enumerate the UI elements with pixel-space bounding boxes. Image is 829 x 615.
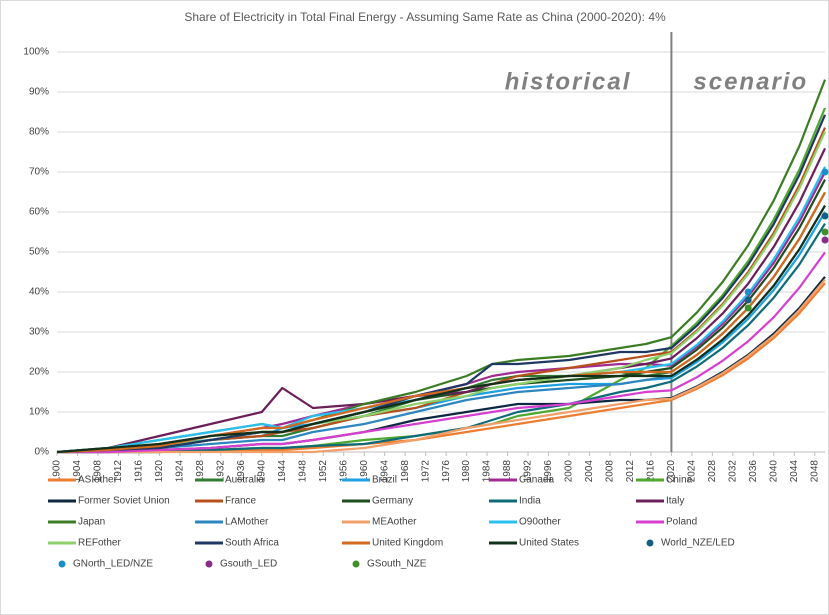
x-tick-label: 1940 bbox=[256, 460, 267, 483]
y-tick-label: 70% bbox=[29, 167, 49, 178]
series-line bbox=[57, 251, 826, 454]
scatter-point bbox=[821, 168, 829, 176]
x-tick-label: 1964 bbox=[379, 460, 390, 483]
scatter-point bbox=[744, 296, 752, 304]
legend-label: Poland bbox=[666, 517, 697, 528]
x-tick-label: 2004 bbox=[584, 460, 595, 483]
legend-label: Canada bbox=[519, 475, 554, 486]
x-tick-label: 2008 bbox=[605, 460, 616, 483]
chart-title: Share of Electricity in Total Final Ener… bbox=[184, 10, 666, 24]
y-tick-label: 90% bbox=[29, 87, 49, 98]
x-tick-label: 2028 bbox=[707, 460, 718, 483]
x-tick-label: 2020 bbox=[666, 460, 677, 483]
x-tick-label: 2000 bbox=[564, 460, 575, 483]
x-tick-label: 1924 bbox=[175, 460, 186, 483]
series-line bbox=[56, 114, 827, 454]
legend-label: Australia bbox=[225, 475, 264, 486]
y-tick-label: 80% bbox=[29, 127, 49, 138]
legend-swatch bbox=[646, 539, 654, 547]
x-tick-label: 1920 bbox=[154, 460, 165, 483]
series-line bbox=[57, 282, 826, 454]
legend-swatch bbox=[205, 560, 213, 568]
legend-label: United Kingdom bbox=[372, 538, 443, 549]
x-tick-label: 2016 bbox=[646, 460, 657, 483]
x-tick-label: 1960 bbox=[359, 460, 370, 483]
x-tick-label: 2012 bbox=[625, 460, 636, 483]
legend-label: China bbox=[666, 475, 693, 486]
legend-label: Gsouth_LED bbox=[220, 559, 277, 570]
scatter-point bbox=[821, 212, 829, 220]
legend-label: Brazil bbox=[372, 475, 397, 486]
scatter-point bbox=[821, 236, 829, 244]
x-tick-label: 1992 bbox=[523, 460, 534, 483]
legend-swatch bbox=[352, 560, 360, 568]
y-tick-label: 60% bbox=[29, 207, 49, 218]
x-tick-label: 1912 bbox=[113, 460, 124, 483]
scatter-point bbox=[821, 228, 829, 236]
legend-label: Germany bbox=[372, 496, 413, 507]
x-tick-label: 2040 bbox=[768, 460, 779, 483]
x-tick-label: 2032 bbox=[727, 460, 738, 483]
x-tick-label: 2044 bbox=[789, 460, 800, 483]
legend-label: LAMother bbox=[225, 517, 269, 528]
scatter-point bbox=[744, 288, 752, 296]
y-tick-label: 30% bbox=[29, 327, 49, 338]
x-tick-label: 1996 bbox=[543, 460, 554, 483]
series-line bbox=[56, 205, 826, 454]
legend-label: India bbox=[519, 496, 541, 507]
annotation: historical bbox=[505, 68, 632, 95]
legend-label: Former Soviet Union bbox=[78, 496, 170, 507]
x-tick-label: 1916 bbox=[134, 460, 145, 483]
series-line bbox=[57, 278, 826, 454]
legend-label: World_NZE/LED bbox=[661, 538, 735, 549]
legend-label: United States bbox=[519, 538, 579, 549]
x-tick-label: 1932 bbox=[215, 460, 226, 483]
x-tick-label: 1904 bbox=[72, 460, 83, 483]
legend-label: South Africa bbox=[225, 538, 279, 549]
x-tick-label: 1900 bbox=[52, 460, 63, 483]
legend-label: GSouth_NZE bbox=[367, 559, 427, 570]
x-tick-label: 1956 bbox=[338, 460, 349, 483]
y-tick-label: 10% bbox=[29, 407, 49, 418]
x-tick-label: 1976 bbox=[441, 460, 452, 483]
legend-swatch bbox=[58, 560, 66, 568]
series-line bbox=[56, 127, 827, 454]
x-tick-label: 1944 bbox=[277, 460, 288, 483]
legend-label: REFother bbox=[78, 538, 121, 549]
x-tick-label: 1928 bbox=[195, 460, 206, 483]
x-tick-label: 1968 bbox=[400, 460, 411, 483]
x-tick-label: 1908 bbox=[93, 460, 104, 483]
x-tick-label: 2048 bbox=[809, 460, 820, 483]
y-tick-label: 20% bbox=[29, 367, 49, 378]
legend-label: GNorth_LED/NZE bbox=[73, 559, 153, 570]
y-tick-label: 50% bbox=[29, 247, 49, 258]
x-tick-label: 2036 bbox=[748, 460, 759, 483]
legend-label: O90other bbox=[519, 517, 561, 528]
x-tick-label: 1984 bbox=[482, 460, 493, 483]
y-tick-label: 40% bbox=[29, 287, 49, 298]
y-tick-label: 0% bbox=[35, 447, 50, 458]
series-line bbox=[57, 223, 826, 454]
scatter-point bbox=[744, 304, 752, 312]
legend-label: France bbox=[225, 496, 257, 507]
x-tick-label: 1952 bbox=[318, 460, 329, 483]
legend-label: ASIother bbox=[78, 475, 118, 486]
legend-label: Japan bbox=[78, 517, 105, 528]
x-tick-label: 1948 bbox=[297, 460, 308, 483]
y-tick-label: 100% bbox=[23, 47, 49, 58]
x-tick-label: 1936 bbox=[236, 460, 247, 483]
x-tick-label: 2024 bbox=[687, 460, 698, 483]
x-tick-label: 1972 bbox=[420, 460, 431, 483]
legend-label: Italy bbox=[666, 496, 684, 507]
legend-label: MEAother bbox=[372, 517, 417, 528]
x-tick-label: 1988 bbox=[502, 460, 513, 483]
x-tick-label: 1980 bbox=[461, 460, 472, 483]
annotation: scenario bbox=[693, 68, 808, 95]
